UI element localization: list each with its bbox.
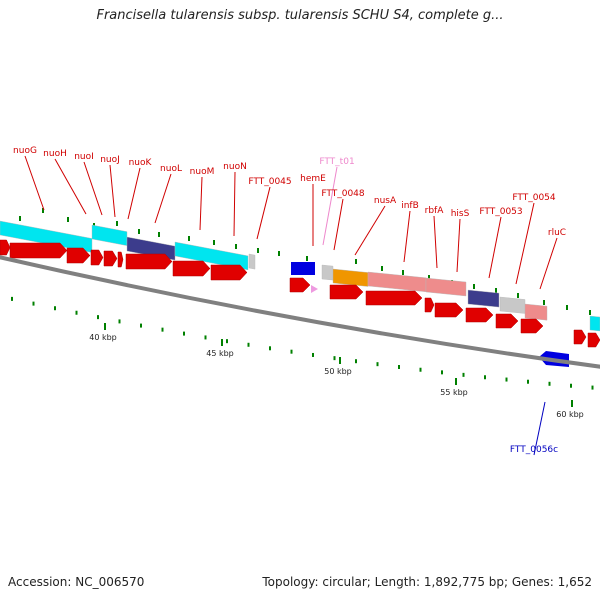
label-leader xyxy=(24,155,45,211)
gene-label: nusA xyxy=(374,196,397,206)
cog-band-segment xyxy=(332,268,369,287)
label-leader xyxy=(488,216,502,279)
forward-cds-arrow xyxy=(329,284,364,300)
gene-label: FTT_t01 xyxy=(319,157,354,167)
cog-band-segment xyxy=(499,296,526,314)
label-leader xyxy=(456,218,461,273)
gene-label: nuoG xyxy=(13,146,37,156)
label-leader xyxy=(199,176,203,231)
forward-cds-arrow xyxy=(573,329,587,345)
cog-band-segment xyxy=(174,241,249,271)
scale-label: 55 kbp xyxy=(440,388,468,397)
gene-label: nuoI xyxy=(74,152,94,162)
cog-band-segment xyxy=(467,289,500,308)
cog-band-segment xyxy=(367,271,427,293)
reverse-cds-block xyxy=(291,262,315,275)
map-title: Francisella tularensis subsp. tularensis… xyxy=(96,8,504,23)
gene-label: hemE xyxy=(300,174,326,184)
gene-label: FTT_0048 xyxy=(321,189,365,199)
trna-marker xyxy=(311,285,318,293)
label-leader xyxy=(433,215,438,269)
forward-cds-arrow xyxy=(495,313,519,329)
forward-cds-arrow xyxy=(424,297,435,313)
forward-cds-track xyxy=(0,239,600,348)
forward-cds-arrow xyxy=(66,247,91,264)
gene-label: FTT_0053 xyxy=(479,207,522,217)
scale-label: 40 kbp xyxy=(89,333,117,342)
forward-cds-arrow xyxy=(465,307,494,323)
label-leader xyxy=(515,202,535,285)
gene-label: infB xyxy=(401,201,419,211)
genome-backbone xyxy=(0,255,600,369)
label-leader xyxy=(539,237,558,290)
cog-band-segment xyxy=(321,264,334,281)
cog-band-segment xyxy=(91,224,128,246)
forward-cds-arrow xyxy=(125,253,173,270)
gene-label: hisS xyxy=(451,209,470,219)
forward-cds-arrow xyxy=(587,332,600,348)
cog-band-segment xyxy=(248,253,256,270)
gene-label: rbfA xyxy=(425,206,445,216)
scale-label: 50 kbp xyxy=(324,367,352,376)
gene-label: rluC xyxy=(548,228,566,238)
gene-label: nuoL xyxy=(160,164,182,174)
scale-label: 60 kbp xyxy=(556,410,584,419)
forward-cds-arrow xyxy=(434,302,464,318)
accession-label: Accession: NC_006570 xyxy=(8,575,145,589)
cog-band-track xyxy=(0,220,600,332)
forward-cds-arrow xyxy=(172,260,211,277)
gene-label: nuoH xyxy=(43,149,67,159)
cog-band-segment xyxy=(425,277,467,297)
scale-label: 45 kbp xyxy=(206,349,234,358)
scale-track: 40 kbp 45 kbp 50 kbp 55 kbp 60 kbp xyxy=(89,323,584,419)
label-leader xyxy=(256,186,271,240)
label-leader xyxy=(322,166,338,246)
label-leader xyxy=(403,210,411,263)
forward-cds-arrow xyxy=(0,239,11,256)
forward-cds-arrow xyxy=(520,318,544,334)
label-leader xyxy=(533,401,546,456)
label-leader xyxy=(54,158,87,215)
label-leader xyxy=(354,205,386,256)
forward-cds-arrow xyxy=(9,242,68,259)
label-leader xyxy=(154,173,172,224)
label-leader xyxy=(109,164,116,218)
label-leader xyxy=(83,161,103,216)
forward-cds-arrow xyxy=(103,250,118,267)
gene-label: nuoJ xyxy=(100,155,120,165)
label-leader xyxy=(333,198,344,251)
gene-label: FTT_0054 xyxy=(512,193,556,203)
topology-label: Topology: circular; Length: 1,892,775 bp… xyxy=(262,575,592,589)
gene-label: nuoM xyxy=(190,167,215,177)
forward-cds-arrow xyxy=(289,277,311,293)
forward-cds-arrow xyxy=(90,249,104,266)
cog-band-segment xyxy=(524,303,548,321)
forward-cds-arrow xyxy=(365,290,423,306)
gene-label: FTT_0045 xyxy=(248,177,291,187)
gene-label: nuoN xyxy=(223,162,247,172)
gene-label: FTT_0056c xyxy=(510,445,558,455)
forward-cds-arrow xyxy=(117,251,124,268)
label-leader xyxy=(127,167,141,220)
cog-band-segment xyxy=(589,315,600,332)
forward-cds-arrow xyxy=(210,264,248,281)
gene-label-layer: nuoG nuoH nuoI nuoJ nuoK nuoL nuoM nuoNFTT_0045… xyxy=(13,146,566,456)
label-leader xyxy=(233,171,236,237)
gene-label: nuoK xyxy=(129,158,153,168)
